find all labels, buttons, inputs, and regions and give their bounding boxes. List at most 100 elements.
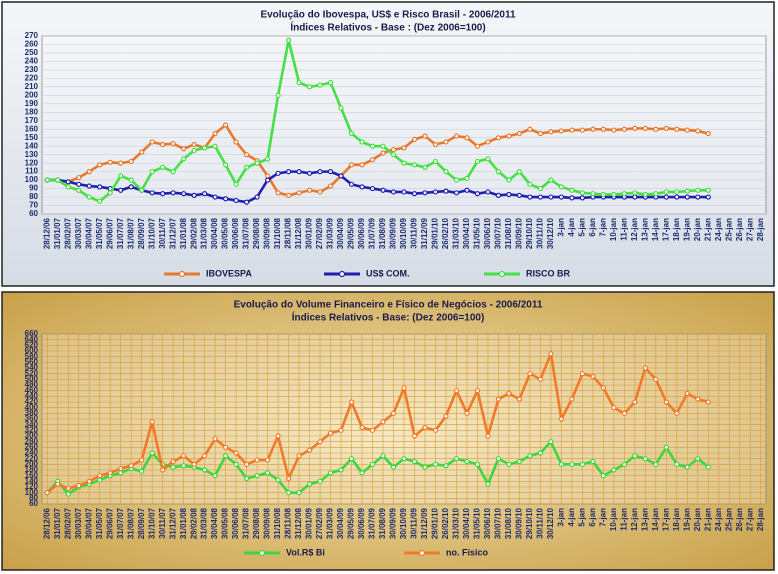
x-tick-label: 30/06/10 [483, 217, 492, 249]
point [464, 410, 470, 416]
point [569, 127, 575, 133]
y-tick-label: 180 [25, 107, 39, 116]
x-tick-label: 5-jan [577, 218, 586, 237]
x-tick-label: 27-jan [745, 508, 754, 531]
y-tick-label: 100 [25, 488, 39, 497]
y-tick-label: 250 [25, 48, 39, 57]
x-tick-label: 31/07/08 [242, 217, 251, 249]
point [244, 461, 250, 467]
point [327, 470, 334, 476]
point [327, 183, 334, 189]
x-tick-label: 29/02/08 [189, 217, 198, 249]
x-tick-label: 30/10/09 [399, 217, 408, 249]
y-tick-label: 560 [25, 357, 39, 366]
point [663, 189, 669, 195]
y-tick-label: 420 [25, 397, 39, 406]
x-tick-label: 30/01/09 [305, 507, 314, 539]
point [611, 467, 617, 473]
point [569, 187, 575, 193]
x-tick-label: 12-jan [630, 508, 639, 531]
legend-marker [418, 549, 426, 557]
point [527, 371, 533, 377]
x-tick-label: 28/12/06 [42, 217, 51, 249]
point [285, 475, 292, 482]
point [401, 160, 407, 166]
x-tick-label: 28/09/07 [137, 507, 146, 539]
x-tick-label: 3-jan [557, 218, 566, 237]
point [223, 453, 229, 459]
x-tick-label: 12-jan [630, 218, 639, 241]
point [170, 141, 176, 147]
x-tick-label: 31/05/10 [473, 217, 482, 249]
point [348, 456, 355, 462]
point [139, 468, 145, 475]
x-tick-label: 30/11/09 [410, 217, 419, 248]
point [275, 190, 281, 196]
point [579, 371, 585, 377]
point [44, 177, 50, 183]
point [684, 188, 690, 194]
point [695, 187, 701, 193]
x-tick-label: 29/08/08 [252, 507, 261, 539]
y-tick-label: 240 [25, 57, 39, 66]
point [621, 191, 627, 197]
chart-title: Evolução do Volume Financeiro e Físico d… [234, 300, 543, 311]
point [642, 365, 648, 371]
x-tick-label: 30/06/08 [231, 217, 240, 249]
point [474, 461, 481, 467]
point [411, 136, 418, 143]
point [443, 139, 449, 145]
point [317, 478, 323, 484]
point [590, 191, 596, 197]
point [537, 130, 544, 137]
point [118, 465, 124, 472]
point [233, 181, 239, 187]
point [464, 135, 470, 141]
point [338, 427, 344, 433]
point [390, 410, 397, 416]
point [453, 133, 460, 139]
point [76, 482, 82, 489]
point [338, 173, 344, 179]
point [705, 464, 711, 470]
point [118, 173, 124, 179]
x-tick-label: 27-jan [745, 218, 754, 241]
point [296, 453, 302, 459]
legend-label: US$ COM. [366, 268, 410, 278]
point [579, 195, 585, 201]
point [264, 156, 271, 162]
point [338, 467, 344, 473]
y-tick-label: 70 [29, 201, 38, 210]
point [254, 160, 260, 166]
point [212, 130, 218, 137]
point [244, 164, 250, 170]
x-tick-label: 17-jan [661, 508, 670, 531]
point [401, 385, 407, 391]
point [327, 169, 334, 175]
x-tick-label: 29/10/10 [525, 217, 534, 249]
y-tick-label: 440 [25, 391, 39, 400]
point [285, 169, 292, 175]
point [76, 187, 82, 193]
point [223, 122, 229, 128]
x-tick-label: 31/05/07 [95, 507, 104, 539]
point [684, 194, 690, 200]
point [317, 82, 323, 88]
point [600, 385, 606, 391]
point [86, 194, 92, 200]
point [453, 456, 460, 462]
point [506, 461, 512, 467]
point [579, 127, 585, 133]
point [149, 190, 155, 196]
point [369, 185, 376, 192]
point [495, 456, 502, 462]
x-tick-label: 31/12/09 [420, 507, 429, 539]
point [306, 187, 313, 193]
y-tick-label: 580 [25, 352, 39, 361]
legend-marker [498, 270, 506, 278]
point [485, 433, 491, 439]
y-tick-label: 140 [25, 141, 39, 150]
x-tick-label: 30/06/08 [231, 507, 240, 539]
point [705, 130, 711, 137]
